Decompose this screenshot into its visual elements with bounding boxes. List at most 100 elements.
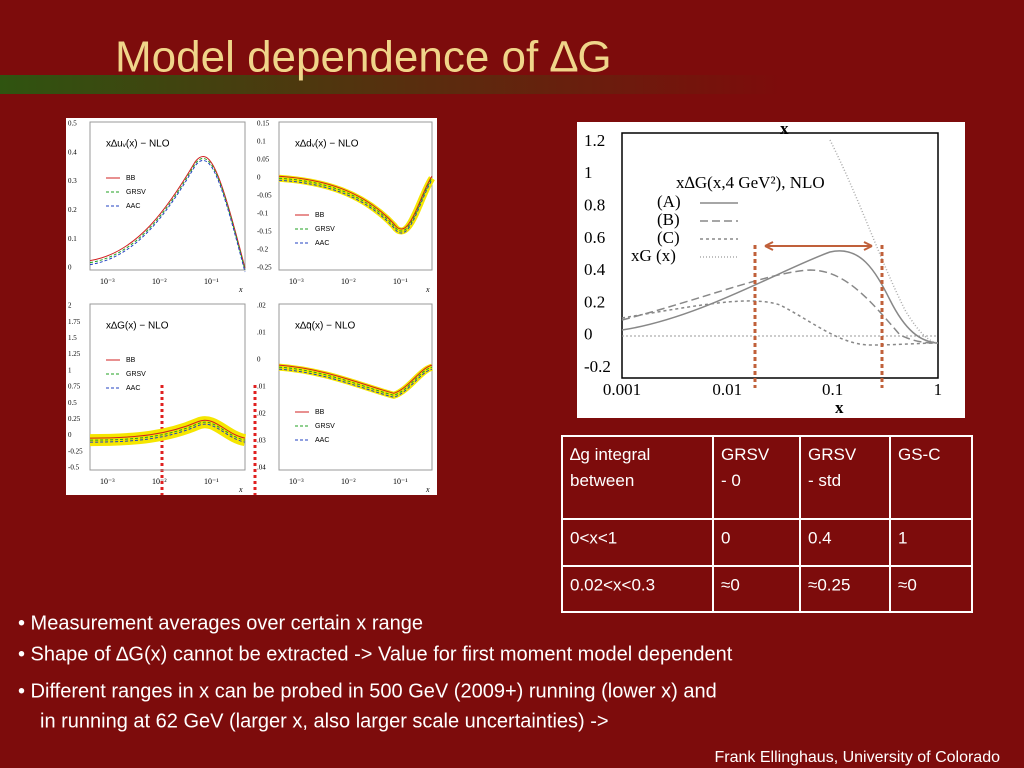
model-curve (89, 423, 246, 443)
model-curve (278, 177, 433, 232)
panel-title: x∆dᵥ(x) − NLO (295, 139, 359, 150)
y-tick-label: 1 (584, 163, 593, 182)
y-tick-label: 1 (68, 366, 72, 374)
curve-a (621, 250, 939, 344)
legend-label: BB (126, 175, 136, 182)
x-axis-label: x (238, 285, 243, 294)
left-figure (66, 118, 437, 495)
x-tick-label: 0.01 (712, 380, 742, 399)
y-tick-label: 0 (68, 431, 72, 439)
bullet: • Measurement averages over certain x ra… (18, 612, 423, 634)
table-header: GRSV - std (808, 445, 857, 490)
legend-label: AAC (126, 385, 140, 392)
model-curve (89, 421, 246, 441)
y-tick-label: 0.2 (68, 206, 77, 214)
y-tick-label: .01 (257, 383, 266, 391)
table-cell: 1 (898, 528, 907, 547)
bullet: • Shape of ∆G(x) cannot be extracted -> … (18, 643, 733, 665)
x-axis-label: x (780, 119, 789, 138)
legend-label: GRSV (126, 371, 146, 378)
y-tick-label: 0.1 (68, 235, 77, 243)
y-tick-label: .04 (257, 464, 266, 472)
table-header: GS-C (898, 445, 941, 464)
table-cell: 0.4 (808, 528, 832, 547)
x-tick-label: 10⁻¹ (204, 277, 219, 286)
table-cell: 0 (721, 528, 730, 547)
legend-label: GRSV (315, 423, 335, 430)
model-curve (89, 158, 246, 271)
x-tick-label: 10⁻¹ (204, 477, 219, 486)
legend-label: xG (x) (631, 246, 676, 265)
x-tick-label: 10⁻² (341, 477, 356, 486)
model-curve (278, 364, 433, 394)
table-header: GRSV - 0 (721, 445, 770, 490)
y-tick-label: 0.4 (584, 260, 606, 279)
panel-frame (278, 121, 433, 271)
x-tick-label: 10⁻¹ (393, 277, 408, 286)
y-tick-label: .01 (257, 329, 266, 337)
panel-title: x∆uᵥ(x) − NLO (106, 139, 170, 150)
range-arrow (764, 241, 873, 251)
y-tick-label: 0 (584, 325, 593, 344)
curve-c (621, 300, 939, 346)
legend-label: BB (126, 357, 136, 364)
right-figure (577, 122, 965, 418)
y-tick-label: -0.25 (68, 447, 83, 455)
legend-label: BB (315, 409, 325, 416)
x-tick-label: 0.001 (603, 380, 641, 399)
x-tick-label: 0.1 (822, 380, 843, 399)
y-tick-label: 1.2 (584, 131, 605, 150)
table-cell: 0.02<x<0.3 (570, 575, 655, 594)
x-tick-label: 10⁻³ (289, 477, 304, 486)
y-tick-label: -0.25 (257, 264, 272, 272)
panel-frame (89, 303, 246, 471)
y-tick-label: -0.2 (257, 246, 269, 254)
y-tick-label: 0.1 (257, 138, 266, 146)
y-tick-label: 0.8 (584, 196, 605, 215)
plot-title: x∆G(x,4 GeV²), NLO (676, 173, 825, 192)
y-tick-label: 0 (257, 174, 261, 182)
y-tick-label: -0.15 (257, 228, 272, 236)
model-curve (278, 175, 433, 230)
x-tick-label: 10⁻³ (100, 477, 115, 486)
y-tick-label: 0.5 (68, 120, 77, 128)
y-tick-label: 0.2 (584, 292, 605, 311)
table-grid (561, 435, 973, 613)
x-axis-label: x (238, 485, 243, 494)
panel-title: x∆G(x) − NLO (106, 321, 169, 332)
y-tick-label: -0.1 (257, 210, 269, 218)
y-tick-label: 0.6 (584, 228, 605, 247)
x-tick-label: 10⁻³ (100, 277, 115, 286)
bullet: • Different ranges in x can be probed in… (18, 680, 717, 702)
x-tick-label: 10⁻² (341, 277, 356, 286)
x-axis-label: x (835, 398, 844, 417)
table-cell: ≈0 (721, 575, 740, 594)
legend-label: AAC (126, 203, 140, 210)
legend-label: (A) (657, 192, 681, 211)
y-tick-label: .02 (257, 410, 266, 418)
x-tick-label: 10⁻³ (289, 277, 304, 286)
legend-label: AAC (315, 240, 329, 247)
y-tick-label: .02 (257, 302, 266, 310)
legend-label: (C) (657, 228, 680, 247)
model-curve (278, 179, 433, 234)
x-tick-label: 10⁻¹ (393, 477, 408, 486)
x-tick-label: 1 (934, 380, 943, 399)
panel-frame (278, 303, 433, 471)
y-tick-label: -0.2 (584, 357, 611, 376)
legend-label: GRSV (315, 226, 335, 233)
y-tick-label: 0.4 (68, 148, 77, 156)
y-tick-label: 1.25 (68, 350, 81, 358)
model-curve (278, 366, 433, 396)
slide-title: Model dependence of ∆G (115, 33, 612, 82)
model-curve (89, 156, 246, 269)
y-tick-label: 0 (257, 356, 261, 364)
y-tick-label: 0.05 (257, 156, 270, 164)
curve-b (621, 269, 939, 344)
table-cell: ≈0 (898, 575, 917, 594)
table-cell: ≈0.25 (808, 575, 850, 594)
footer: Frank Ellinghaus, University of Colorado (715, 749, 1001, 766)
model-curve (89, 160, 246, 273)
